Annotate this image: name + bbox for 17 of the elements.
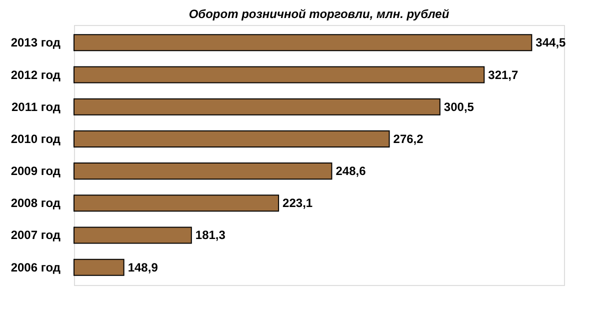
y-tick-label: 2008 год [10,196,61,210]
data-label: 248,6 [336,164,366,178]
chart-title: Оборот розничной торговли, млн. рублей [188,7,450,21]
y-tick-label: 2012 год [10,68,61,82]
data-label: 321,7 [488,68,518,82]
data-label: 344,5 [536,36,566,50]
y-tick-label: 2011 год [12,100,61,114]
y-tick-label: 2007 год [10,228,61,242]
data-label: 300,5 [444,100,474,114]
y-tick-label: 2013 год [10,36,61,50]
y-tick-label: 2009 год [10,164,61,178]
data-label: 223,1 [282,196,313,210]
y-tick-label: 2006 год [10,260,61,274]
data-label: 276,2 [393,132,424,146]
data-label: 181,3 [195,228,226,242]
data-label: 148,9 [128,260,158,274]
y-tick-label: 2010 год [10,132,61,146]
